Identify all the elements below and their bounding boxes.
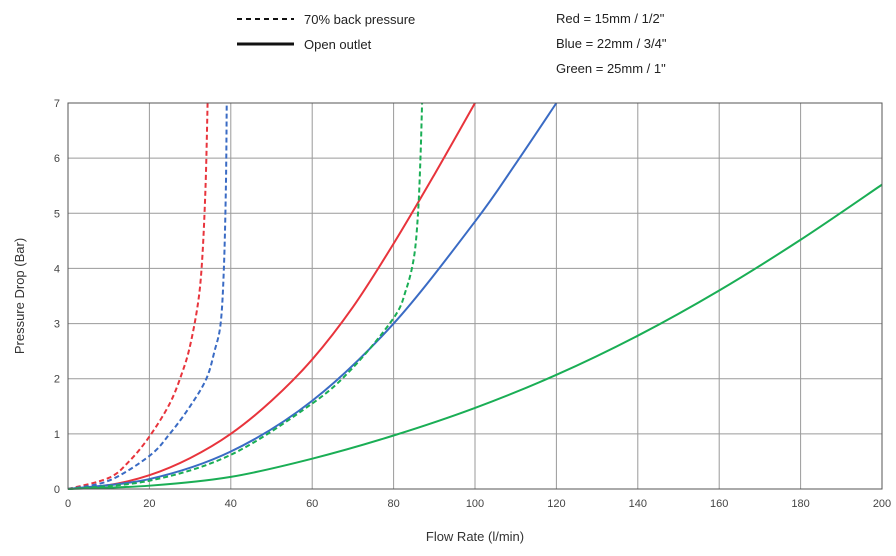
plot-frame xyxy=(67,102,883,490)
line-style-legend: 70% back pressure Open outlet xyxy=(237,12,415,52)
legend-open-outlet-label: Open outlet xyxy=(304,37,372,52)
x-tick-label: 60 xyxy=(306,498,318,510)
y-tick-label: 5 xyxy=(54,208,60,220)
x-tick-label: 100 xyxy=(466,498,484,510)
y-axis-title: Pressure Drop (Bar) xyxy=(12,238,27,354)
y-tick-label: 3 xyxy=(54,319,60,331)
series-line-15mm-open-outlet xyxy=(67,102,476,490)
y-tick-label: 7 xyxy=(54,98,60,110)
x-tick-label: 20 xyxy=(143,498,155,510)
x-tick-label: 180 xyxy=(791,498,809,510)
color-key-red: Red = 15mm / 1/2" xyxy=(556,11,665,26)
grid xyxy=(67,102,883,490)
x-tick-label: 40 xyxy=(225,498,237,510)
series-line-25mm-open-outlet xyxy=(67,183,883,490)
legend-back-pressure-label: 70% back pressure xyxy=(304,12,415,27)
color-key-green: Green = 25mm / 1" xyxy=(556,61,666,76)
series-line-25mm-back-pressure xyxy=(67,102,424,490)
tick-labels: 0 20 40 60 80 100 120 140 160 180 200 0 1 2 3 4 5 6 7 xyxy=(54,98,891,510)
x-axis-title: Flow Rate (l/min) xyxy=(426,529,524,544)
x-tick-label: 120 xyxy=(547,498,565,510)
x-tick-label: 0 xyxy=(65,498,71,510)
x-tick-label: 140 xyxy=(629,498,647,510)
x-tick-label: 200 xyxy=(873,498,891,510)
x-tick-label: 160 xyxy=(710,498,728,510)
y-tick-label: 1 xyxy=(54,429,60,441)
x-tick-label: 80 xyxy=(387,498,399,510)
series-lines xyxy=(67,102,883,490)
y-tick-label: 2 xyxy=(54,374,60,386)
y-tick-label: 4 xyxy=(54,263,60,275)
color-key-legend: Red = 15mm / 1/2" Blue = 22mm / 3/4" Gre… xyxy=(556,11,667,76)
y-tick-label: 6 xyxy=(54,153,60,165)
color-key-blue: Blue = 22mm / 3/4" xyxy=(556,36,667,51)
series-line-15mm-back-pressure xyxy=(67,102,209,490)
series-line-22mm-back-pressure xyxy=(67,102,228,490)
series-line-22mm-open-outlet xyxy=(67,102,558,490)
y-tick-label: 0 xyxy=(54,484,60,496)
